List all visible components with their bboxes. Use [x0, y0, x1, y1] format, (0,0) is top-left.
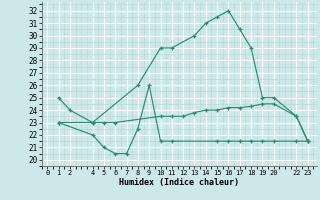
X-axis label: Humidex (Indice chaleur): Humidex (Indice chaleur) — [119, 178, 239, 187]
